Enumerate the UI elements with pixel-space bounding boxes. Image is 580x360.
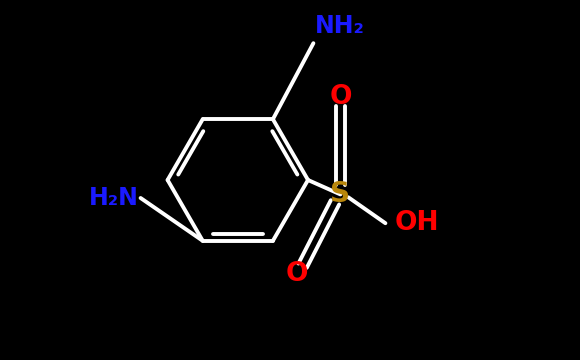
Text: O: O — [286, 261, 309, 287]
Text: OH: OH — [394, 210, 439, 236]
Text: S: S — [331, 180, 350, 208]
Text: NH₂: NH₂ — [315, 14, 365, 38]
Text: O: O — [329, 84, 351, 110]
Text: H₂N: H₂N — [89, 186, 139, 210]
